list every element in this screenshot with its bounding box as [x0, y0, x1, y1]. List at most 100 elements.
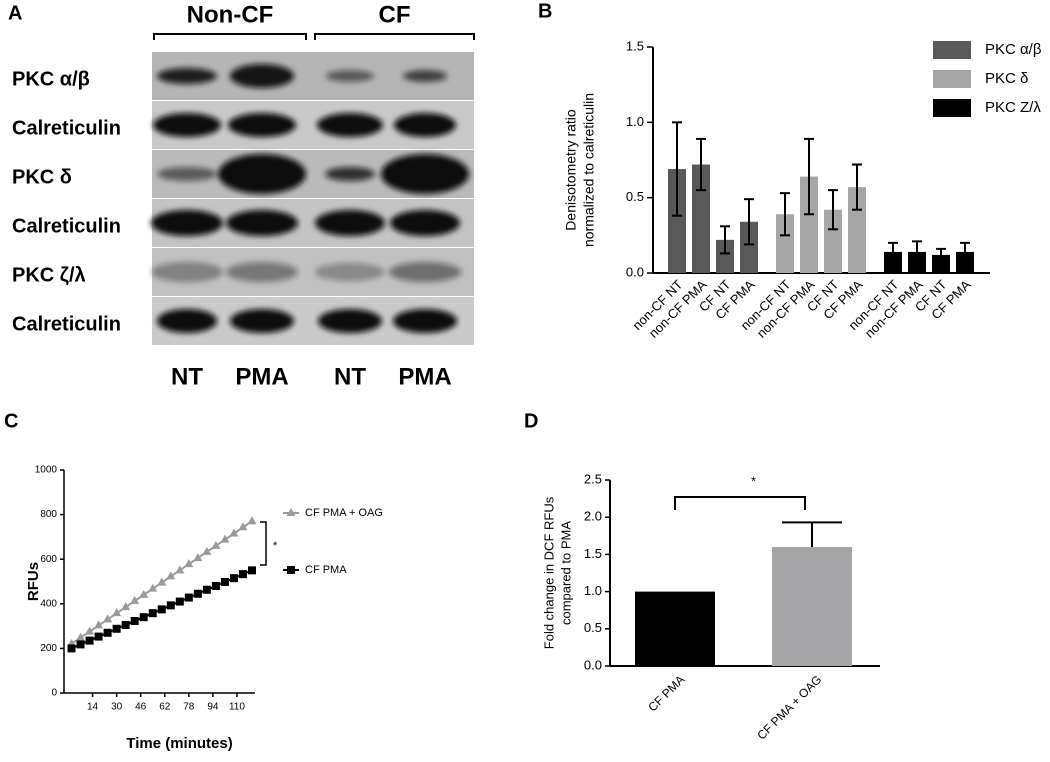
legend-label: CF PMA + OAG [305, 507, 383, 519]
bar [932, 254, 950, 273]
bar [824, 209, 842, 273]
error-bar [936, 247, 946, 262]
blot-band [228, 113, 296, 137]
point [148, 609, 157, 618]
point [76, 640, 85, 649]
y-axis-label: Denisotometry ratio [563, 109, 579, 231]
blot-row-label: PKC ζ/λ [12, 264, 86, 286]
y-tick-label: 0 [51, 688, 57, 699]
bar [772, 546, 852, 666]
point [121, 620, 130, 629]
point [247, 566, 256, 575]
blot-band [230, 309, 294, 333]
blot-band [389, 262, 461, 282]
point [157, 577, 167, 586]
error-bar [720, 225, 730, 255]
y-tick-label: 2.0 [584, 509, 602, 524]
blot-band [226, 262, 298, 282]
error-bar [782, 521, 842, 547]
lane-label: PMA [398, 363, 451, 390]
blot-band [157, 309, 217, 333]
western-blot [151, 52, 474, 345]
point [175, 597, 184, 606]
error-bar [888, 241, 898, 262]
significance-bracket [260, 521, 267, 566]
blot-band [393, 309, 457, 333]
point [229, 574, 238, 583]
point [229, 528, 239, 537]
legend-label: PKC δ [985, 70, 1028, 87]
bar [956, 251, 974, 273]
blot-band [325, 167, 375, 181]
y-axis-label: normalized to calreticulin [581, 93, 597, 247]
annotation: * [751, 473, 756, 488]
blot-band [218, 154, 306, 194]
error-bar [912, 240, 922, 264]
legend-swatch [933, 99, 971, 117]
blot-band [315, 263, 385, 281]
x-tick-label: 14 [87, 702, 99, 713]
bar [740, 221, 758, 273]
y-tick-label: 800 [40, 509, 57, 520]
blot-band [390, 210, 460, 236]
x-axis-label: Time (minutes) [126, 735, 232, 752]
point [211, 540, 221, 549]
blot-band [157, 167, 217, 181]
x-tick-label: 78 [183, 702, 195, 713]
point [67, 644, 76, 653]
error-bar [744, 198, 754, 246]
bar [635, 591, 715, 666]
x-tick-label: CF PMA [645, 672, 687, 714]
point [202, 585, 211, 594]
error-bar [828, 189, 838, 231]
point [175, 565, 185, 574]
blot-row-label: Calreticulin [12, 313, 121, 335]
y-tick-label: 1000 [35, 465, 58, 476]
y-tick-label: 2.5 [584, 471, 602, 486]
bar [800, 176, 818, 273]
blot-row-label: PKC α/β [12, 68, 90, 90]
y-tick-label: 400 [40, 598, 57, 609]
point [238, 522, 248, 531]
point [193, 553, 203, 562]
point [166, 571, 176, 580]
point [94, 632, 103, 641]
blot-band [318, 309, 382, 333]
point [157, 605, 166, 614]
blot-band [230, 64, 294, 88]
blot-band [226, 210, 298, 236]
blot-row-label: Calreticulin [12, 215, 121, 237]
point [211, 581, 220, 590]
series-points [67, 566, 256, 653]
blot-band [381, 154, 469, 194]
significance-bracket [674, 496, 806, 510]
bar [776, 214, 794, 273]
y-tick-label: 0.0 [626, 264, 644, 279]
point [193, 589, 202, 598]
point [184, 559, 194, 568]
point [148, 583, 158, 592]
legend-marker [287, 566, 295, 574]
point [247, 516, 257, 525]
y-tick-label: 1.0 [626, 114, 644, 129]
error-bar [960, 241, 970, 262]
point [103, 614, 113, 623]
annotation: * [273, 540, 278, 552]
bar [668, 169, 686, 273]
blot-band [394, 113, 456, 137]
legend-swatch [933, 70, 971, 88]
blot-band [157, 68, 217, 84]
blot-band [326, 70, 374, 82]
x-tick-label: 94 [207, 702, 219, 713]
point [112, 624, 121, 633]
y-axis-label: compared to PMA [558, 521, 573, 625]
y-axis-label: RFUs [25, 562, 42, 601]
point [166, 601, 175, 610]
point [112, 608, 122, 617]
legend-label: PKC α/β [985, 41, 1042, 58]
panel-label: B [538, 0, 552, 22]
legend-swatch [933, 41, 971, 59]
bar [716, 239, 734, 273]
bar [692, 164, 710, 273]
